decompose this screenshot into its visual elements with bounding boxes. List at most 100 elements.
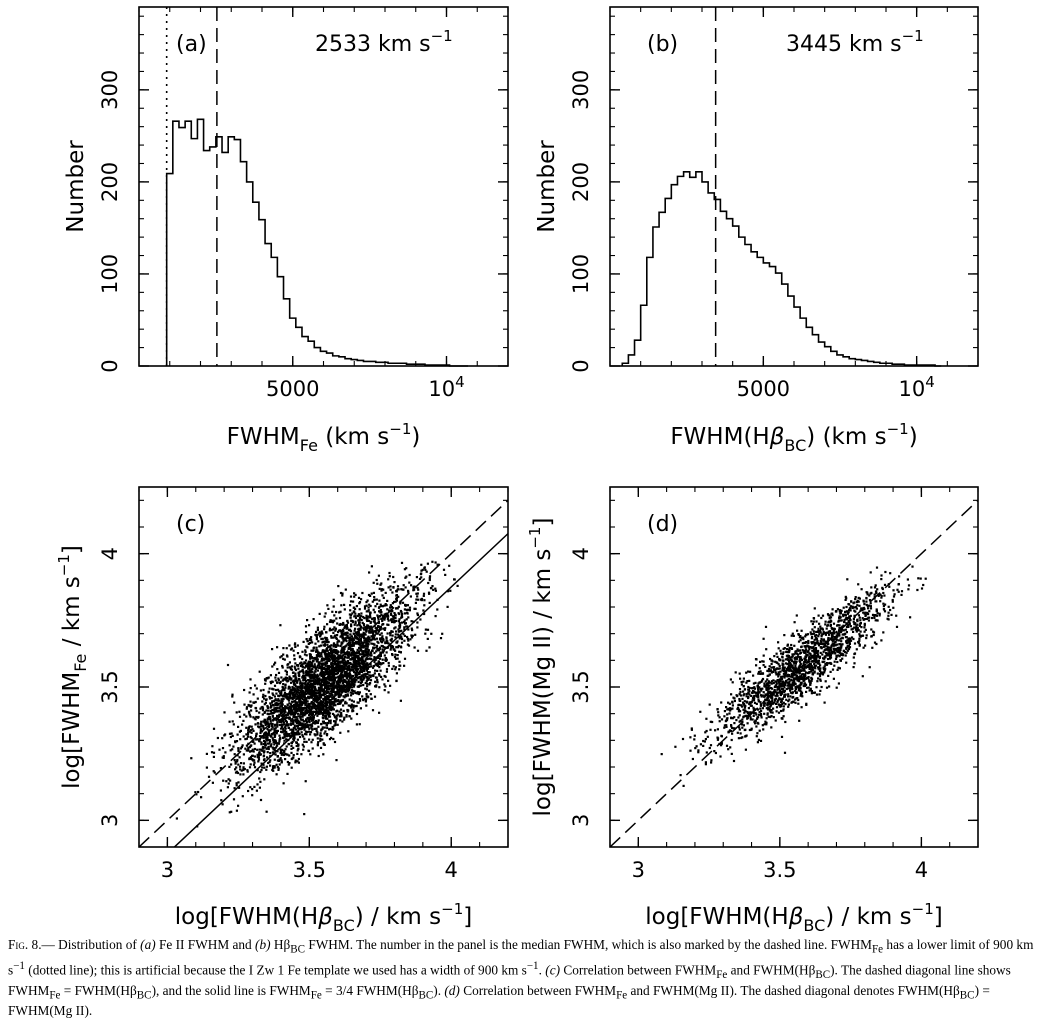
panel-c-data-point [359,707,362,710]
panel-a-xlabel: FWHMFe (km s−1) [227,420,421,455]
panel-c-data-point [299,716,302,719]
panel-c-data-point [351,665,354,668]
panel-c-data-point [294,709,297,712]
panel-c-data-point [398,668,401,671]
panel-c-data-point [274,727,277,730]
panel-c-data-point [228,720,231,723]
panel-c-data-point [401,621,404,624]
panel-c-data-point [253,785,256,788]
panel-c-data-point [341,674,344,677]
panel-c-data-point [317,707,320,710]
panel-c-data-point [359,618,362,621]
panel-d-data-point [762,654,765,657]
panel-c-data-point [265,738,268,741]
panel-c-data-point [276,703,280,706]
panel-c-data-point [284,752,287,755]
panel-c-data-point [294,759,297,762]
panel-c-data-point [336,688,339,692]
panel-c-data-point [240,746,243,749]
panel-c-data-point [260,736,263,739]
panel-c-data-point [307,691,310,694]
panel-c-data-point [428,575,432,578]
panel-c-data-point [267,733,270,737]
panel-c-data-point [282,647,285,650]
panel-d-data-point [714,729,717,732]
panel-c-data-point [212,755,215,758]
panel-c-data-point [329,648,332,651]
panel-c-data-point [283,733,286,736]
panel-c-data-point [294,695,297,698]
panel-d-data-point [900,590,904,593]
panel-d-data-point [739,677,742,680]
panel-d-data-point [810,679,813,682]
panel-d-data-point [775,691,778,694]
panel-b-median-text: 3445 km s−1 [786,27,924,57]
panel-c-data-point [323,673,326,676]
panel-c-dashed-diagonal [139,499,508,847]
panel-c-data-point [370,649,374,652]
panel-c-data-point [328,708,331,711]
panel-c-data-point [293,708,296,711]
panel-c-data-point [402,584,405,587]
panel-c-data-point [323,743,326,746]
panel-c-data-point [337,661,340,664]
panel-c-data-point [232,798,236,801]
panel-c-data-point [335,676,338,679]
panel-c-data-point [315,701,318,704]
panel-d-data-point [786,675,789,678]
panel-c-data-point [269,729,272,732]
panel-c-data-point [345,624,348,627]
panel-c-data-point [340,671,343,674]
panel-c-data-point [352,642,355,645]
panel-c-data-point [363,665,366,668]
panel-c-data-point [326,643,329,646]
panel-c-data-point [285,654,289,657]
panel-c-data-point [304,698,308,701]
panel-d-data-point [825,654,828,657]
panel-d-data-point [756,741,759,744]
panel-d-data-point [756,708,760,711]
panel-c-data-point [312,618,315,621]
panel-c-data-point [319,690,322,693]
panel-d-data-point [772,693,775,696]
panel-c-data-point [304,683,307,686]
panel-c-data-point [326,696,329,699]
panel-c-data-point [288,675,291,678]
panel-c-data-point [321,657,324,660]
panel-c-data-point [175,817,178,820]
panel-d-data-point [704,738,707,741]
panel-d-data-point [767,700,770,704]
panel-c-data-point [352,606,355,609]
panel-c-data-point [364,626,367,629]
panel-c-data-point [275,710,278,713]
panel-c-data-point [327,711,330,714]
panel-c-data-point [271,751,274,754]
panel-c-data-point [285,745,288,748]
panel-c-data-point [285,721,288,724]
panel-d-data-point [746,722,749,725]
panel-d-data-point [782,701,785,704]
panel-c-data-point [354,691,357,694]
panel-d-data-point [740,683,743,686]
panel-c-data-point [393,619,396,622]
panel-c-data-point [280,724,283,727]
panel-d-data-point [810,690,813,693]
panel-c-data-point [293,724,296,727]
panel-d-data-point [730,724,733,727]
panel-c-data-point [356,668,360,671]
panel-c-data-point [353,592,356,595]
panel-c-data-point [362,683,365,687]
panel-c-data-point [332,659,335,662]
panel-c-data-point [281,752,284,755]
panel-c-data-point [426,628,430,631]
panel-d-data-point [868,666,871,669]
panel-c-data-point [296,752,299,755]
panel-c-data-point [383,628,386,631]
panel-c-data-point [304,650,307,653]
panel-c-data-point [286,772,289,775]
panel-c-data-point [293,658,296,661]
panel-c-data-point [309,638,312,642]
panel-c-data-point [293,731,296,734]
panel-c-data-point [346,710,349,713]
panel-c-data-point [359,684,362,687]
